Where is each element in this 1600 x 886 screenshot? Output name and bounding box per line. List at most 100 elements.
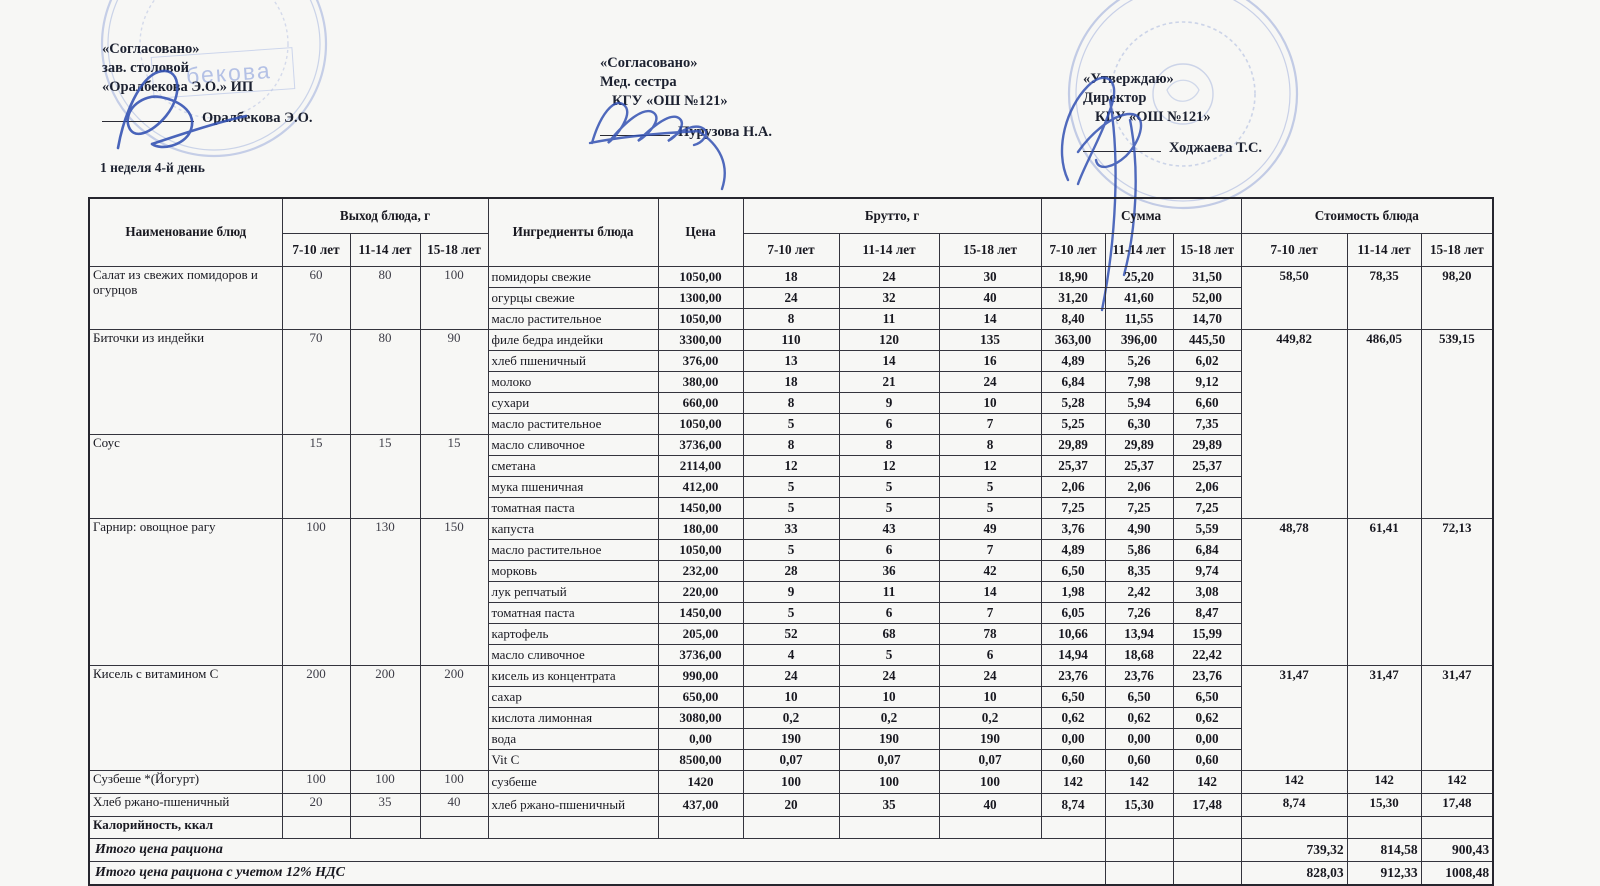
header-age-group: 7-10 лет [281,233,351,267]
brutto-cell: 10 [938,686,1042,708]
total-row: Итого цена рациона 739,32 814,58 900,43 [88,838,1494,862]
brutto-cell: 30 [938,266,1042,288]
brutto-cell: 68 [838,623,940,645]
brutto-cell: 16 [938,350,1042,372]
sum-cell: 2,06 [1172,476,1242,498]
brutto-cell: 5 [838,476,940,498]
dish-cost-cell: 72,13 [1420,518,1494,666]
brutto-cell: 8 [838,434,940,456]
price-cell: 8500,00 [657,749,744,771]
sum-cell: 23,76 [1040,665,1106,687]
brutto-cell: 120 [838,329,940,351]
sum-cell: 29,89 [1172,434,1242,456]
ingredient-cell: кисель из концентрата [487,665,659,687]
table-row: Хлеб ржано-пшеничный 20 35 40 хлеб ржано-пше… [88,793,1494,817]
sum-cell: 22,42 [1172,644,1242,666]
price-cell: 1050,00 [657,266,744,288]
sum-cell: 142 [1040,770,1106,794]
dish-cost-cell: 8,74 [1240,793,1348,817]
brutto-cell: 18 [742,371,840,393]
empty-cell [742,816,840,839]
sum-cell: 41,60 [1104,287,1174,309]
price-cell: 232,00 [657,560,744,582]
brutto-cell: 36 [838,560,940,582]
dish-name-cell: Хлеб ржано-пшеничный [88,793,283,817]
empty-cell [487,816,659,839]
brutto-cell: 0,2 [838,707,940,729]
total-label-cell: Итого цена рациона [88,838,1106,862]
signature-underline [600,124,670,136]
sum-cell: 52,00 [1172,287,1242,309]
brutto-cell: 10 [742,686,840,708]
empty-cell [1420,816,1494,839]
brutto-cell: 13 [742,350,840,372]
signature-title: «Согласовано» [600,55,698,71]
document-page: бекова «Согласовано» зав. столовой «Орал… [88,0,1495,886]
sum-cell: 0,00 [1104,728,1174,750]
brutto-cell: 0,07 [838,749,940,771]
empty-cell [1172,838,1242,862]
brutto-cell: 5 [742,539,840,561]
dish-cost-cell: 449,82 [1240,329,1348,519]
brutto-cell: 100 [742,770,840,794]
signature-name: Ходжаева Т.С. [1169,139,1263,156]
empty-cell [419,816,489,839]
brutto-cell: 0,2 [742,707,840,729]
ingredient-cell: капуста [487,518,659,540]
yield-cell: 15 [281,434,351,519]
brutto-cell: 190 [938,728,1042,750]
dish-cost-cell: 98,20 [1420,266,1494,330]
dish-cost-cell: 58,50 [1240,266,1348,330]
yield-cell: 100 [419,266,489,330]
price-cell: 660,00 [657,392,744,414]
dish-cost-cell: 486,05 [1346,329,1422,519]
table-row: Гарнир: овощное рагу 100 130 150 капуста 180,… [88,518,1494,666]
header-age-group: 7-10 лет [742,233,840,267]
signature-title: «Согласовано» [102,41,200,57]
sum-cell: 25,37 [1172,455,1242,477]
sum-cell: 2,06 [1040,476,1106,498]
dish-cost-cell: 142 [1420,770,1494,794]
dish-name-cell: Биточки из индейки [88,329,283,435]
signature-block-nurse: «Согласовано» Мед. сестра КГУ «ОШ №121» … [600,54,772,141]
brutto-cell: 110 [742,329,840,351]
empty-cell [1172,861,1242,886]
sum-cell: 23,76 [1104,665,1174,687]
yield-cell: 80 [349,266,421,330]
ingredient-cell: лук репчатый [487,581,659,603]
table-row: сахар 650,00 10 10 10 6,50 6,50 6,50 [89,686,1493,708]
yield-cell: 35 [349,793,421,817]
price-cell: 1300,00 [657,287,744,309]
brutto-cell: 5 [742,413,840,435]
calories-label-cell: Калорийность, ккал [88,816,283,839]
sum-cell: 363,00 [1040,329,1106,351]
table-row: Vit C 8500,00 0,07 0,07 0,07 0,60 0,60 0,60 [89,749,1493,771]
ingredient-cell: вода [487,728,659,750]
price-cell: 412,00 [657,476,744,498]
sum-cell: 6,50 [1040,560,1106,582]
total-value-cell: 814,58 [1346,838,1422,862]
brutto-cell: 43 [838,518,940,540]
signature-org: КГУ «ОШ №121» [1095,108,1211,125]
table-row: масло растительное 1050,00 5 6 7 5,25 6,30 7,35 [89,413,1493,435]
dish-cost-cell: 78,35 [1346,266,1422,330]
sum-cell: 31,50 [1172,266,1242,288]
sum-cell: 0,60 [1104,749,1174,771]
header-age-group: 11-14 лет [349,233,421,267]
sum-cell: 2,42 [1104,581,1174,603]
brutto-cell: 5 [838,497,940,519]
brutto-cell: 14 [838,350,940,372]
sum-cell: 142 [1104,770,1174,794]
price-cell: 2114,00 [657,455,744,477]
sum-cell: 25,37 [1040,455,1106,477]
brutto-cell: 49 [938,518,1042,540]
empty-cell [938,816,1042,839]
brutto-cell: 0,2 [938,707,1042,729]
yield-cell: 100 [281,518,351,666]
sum-cell: 13,94 [1104,623,1174,645]
sum-cell: 7,98 [1104,371,1174,393]
brutto-cell: 6 [838,602,940,624]
header-age-group: 15-18 лет [938,233,1042,267]
sum-cell: 31,20 [1040,287,1106,309]
sum-cell: 6,05 [1040,602,1106,624]
